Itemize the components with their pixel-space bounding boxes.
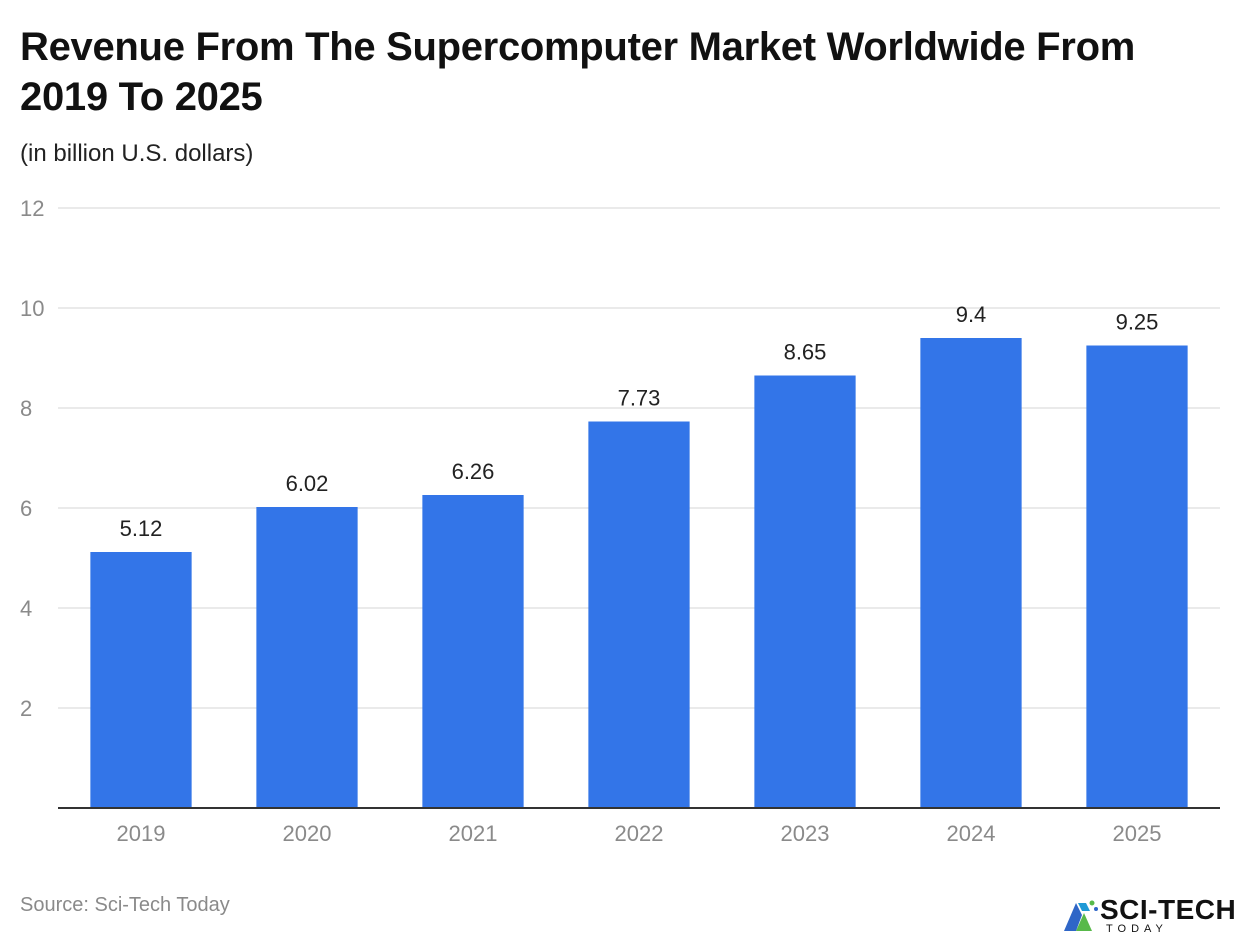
- x-tick-label: 2019: [117, 821, 166, 846]
- logo-subtext: TODAY: [1106, 923, 1168, 935]
- value-label: 8.65: [784, 340, 827, 365]
- value-label: 6.26: [452, 459, 495, 484]
- x-tick-label: 2021: [449, 821, 498, 846]
- x-tick-label: 2023: [781, 821, 830, 846]
- y-axis-ticks: 2 4 6 8 10 12: [20, 196, 44, 721]
- bar-2023: [754, 375, 856, 808]
- chart-title: Revenue From The Supercomputer Market Wo…: [20, 25, 1135, 119]
- x-tick-label: 2025: [1113, 821, 1162, 846]
- value-label: 9.4: [956, 302, 987, 327]
- bar-chart: 2 4 6 8 10 12 5.12 6.02 6.26 7.73 8.65 9.4 9.25 201…: [20, 196, 1220, 846]
- x-tick-label: 2020: [283, 821, 332, 846]
- x-tick-label: 2024: [947, 821, 996, 846]
- x-axis-ticks: 2019 2020 2021 2022 2023 2024 2025: [117, 821, 1162, 846]
- bar-2021: [422, 495, 524, 808]
- bar-2024: [920, 338, 1022, 808]
- value-label: 6.02: [286, 471, 329, 496]
- value-label: 7.73: [618, 386, 661, 411]
- sci-tech-today-logo: SCI-TECH TODAY: [1062, 893, 1236, 937]
- bars: [90, 338, 1188, 808]
- gridlines: [58, 207, 1220, 709]
- y-tick-label: 4: [20, 596, 32, 621]
- value-label: 9.25: [1116, 310, 1159, 335]
- source-note: Source: Sci-Tech Today: [20, 894, 230, 916]
- y-tick-label: 2: [20, 696, 32, 721]
- x-tick-label: 2022: [615, 821, 664, 846]
- bar-2025: [1086, 345, 1188, 808]
- y-tick-label: 10: [20, 296, 44, 321]
- bar-2019: [90, 552, 192, 808]
- y-tick-label: 6: [20, 496, 32, 521]
- chart-subtitle: (in billion U.S. dollars): [20, 140, 254, 167]
- logo-mark-icon: [1064, 900, 1098, 931]
- logo-text: SCI-TECH: [1100, 894, 1237, 925]
- value-label: 5.12: [120, 516, 163, 541]
- bar-2020: [256, 507, 358, 808]
- value-labels: 5.12 6.02 6.26 7.73 8.65 9.4 9.25: [120, 302, 1159, 541]
- y-tick-label: 8: [20, 396, 32, 421]
- bar-2022: [588, 421, 690, 808]
- y-tick-label: 12: [20, 196, 44, 221]
